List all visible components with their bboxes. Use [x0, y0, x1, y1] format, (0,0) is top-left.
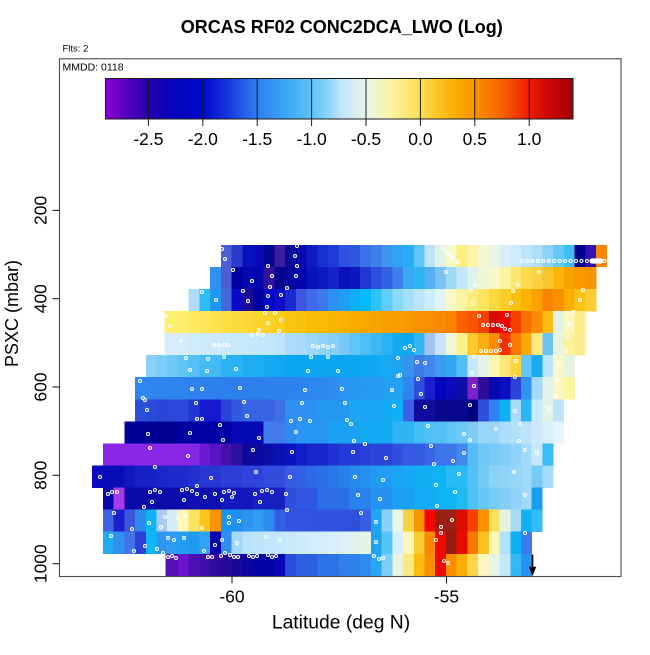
svg-text:-1.5: -1.5 [242, 129, 272, 149]
svg-text:-2.0: -2.0 [188, 129, 218, 149]
svg-text:-0.5: -0.5 [351, 129, 381, 149]
svg-text:0.5: 0.5 [463, 129, 487, 149]
svg-text:600: 600 [31, 372, 51, 401]
svg-text:-2.5: -2.5 [133, 129, 163, 149]
svg-text:-1.0: -1.0 [297, 129, 327, 149]
svg-text:ORCAS RF02 CONC2DCA_LWO (Log): ORCAS RF02 CONC2DCA_LWO (Log) [181, 17, 503, 37]
svg-text:1.0: 1.0 [517, 129, 542, 149]
svg-text:Latitude (deg N): Latitude (deg N) [272, 613, 410, 634]
svg-text:0.0: 0.0 [408, 129, 433, 149]
svg-text:-55: -55 [434, 587, 459, 607]
svg-text:1000: 1000 [31, 544, 51, 583]
svg-text:-60: -60 [219, 587, 245, 607]
svg-text:800: 800 [31, 460, 51, 489]
svg-text:MMDD: 0118: MMDD: 0118 [63, 62, 124, 74]
svg-text:PSXC (mbar): PSXC (mbar) [2, 260, 22, 367]
svg-text:Flts: 2: Flts: 2 [63, 44, 89, 55]
svg-text:200: 200 [31, 196, 51, 225]
svg-text:400: 400 [31, 284, 51, 313]
